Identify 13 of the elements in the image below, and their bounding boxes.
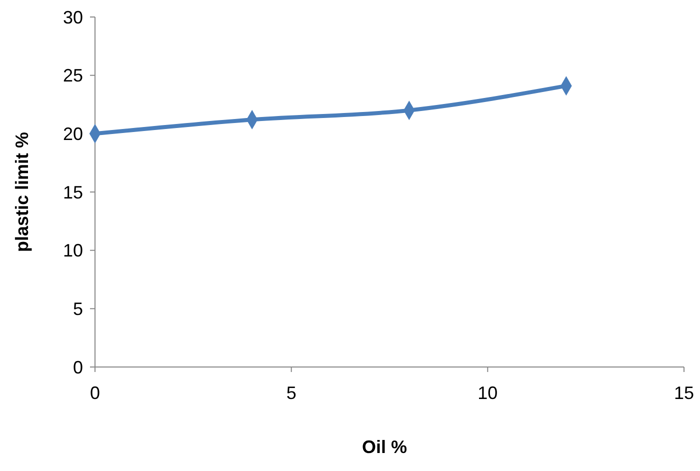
y-tick-label: 15 [62,182,83,202]
x-tick-label: 0 [90,383,100,403]
x-tick-label: 10 [478,383,498,403]
x-axis-title: Oil % [362,437,408,457]
x-tick-label: 5 [286,383,296,403]
y-tick-label: 25 [62,66,83,86]
y-tick-label: 10 [62,240,83,261]
y-axis-title: plastic limit % [12,132,32,252]
y-tick-label: 30 [62,7,83,28]
y-tick-label: 20 [62,124,83,144]
y-tick-label: 5 [72,298,83,319]
x-tick-label: 15 [674,383,694,403]
y-tick-label: 0 [72,357,83,378]
